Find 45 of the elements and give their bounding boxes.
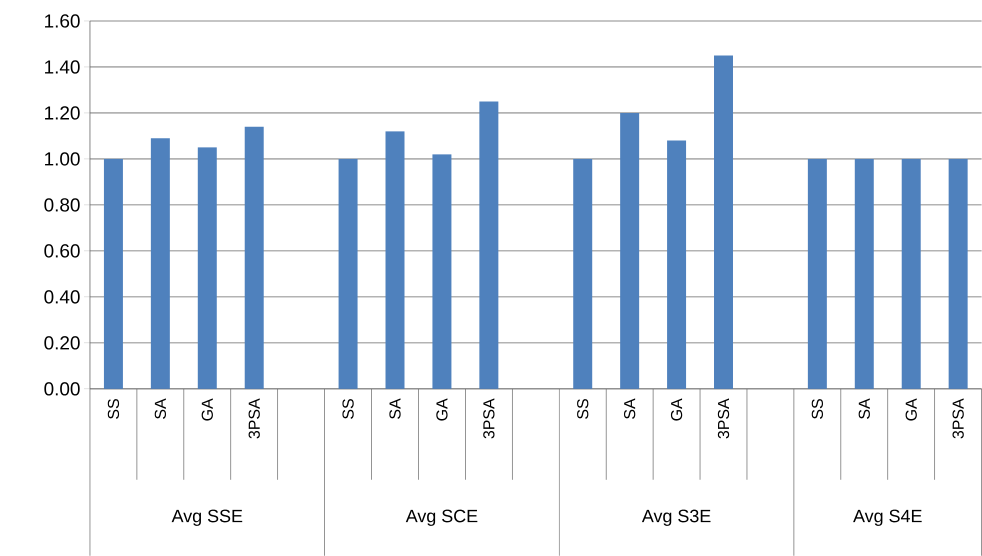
x-tick-label: GA xyxy=(436,398,448,421)
text: Avg S4E xyxy=(853,510,922,526)
y-tick-label: 0.00 xyxy=(44,382,80,396)
bar xyxy=(620,112,640,389)
x-tick-label: SS xyxy=(812,399,823,419)
bar xyxy=(667,140,686,389)
y-tick-label: 1.20 xyxy=(45,106,80,120)
text: Avg SSE xyxy=(172,510,242,526)
bar xyxy=(902,158,921,389)
bar xyxy=(198,147,217,389)
bar xyxy=(150,138,170,389)
y-tick-label: 0.20 xyxy=(44,336,80,350)
text: Avg S3E xyxy=(642,510,710,526)
x-tick-label: SS xyxy=(342,399,354,419)
x-tick-label: GA xyxy=(202,398,213,421)
y-tick-label: 1.40 xyxy=(45,60,80,74)
x-tick-label: SA xyxy=(154,398,166,419)
bar xyxy=(573,158,592,389)
x-tick-label: GA xyxy=(670,398,682,421)
x-tick-label: 3PSA xyxy=(483,398,494,438)
bar xyxy=(244,126,264,389)
x-tick-label: SS xyxy=(577,399,588,419)
x-tick-label: SA xyxy=(624,398,636,419)
bar xyxy=(338,158,358,389)
x-tick-label: SA xyxy=(858,398,870,419)
bar xyxy=(104,158,123,389)
x-tick-label: SS xyxy=(108,399,120,419)
x-tick-label: 3PSA xyxy=(718,398,730,438)
y-tick-label: 1.00 xyxy=(45,152,80,166)
y-tick-label: 1.60 xyxy=(45,14,80,28)
bar xyxy=(714,55,733,389)
y-tick-label: 0.60 xyxy=(44,244,80,258)
bar xyxy=(808,158,827,389)
x-tick-label: 3PSA xyxy=(248,398,260,438)
x-tick-label: 3PSA xyxy=(952,398,964,438)
bar xyxy=(386,131,404,389)
y-tick-label: 0.80 xyxy=(44,198,80,212)
bar xyxy=(948,158,968,389)
bar xyxy=(479,101,498,389)
bar xyxy=(854,158,874,389)
y-tick-label: 0.40 xyxy=(44,290,80,304)
text: Avg SCE xyxy=(406,510,478,526)
x-tick-label: GA xyxy=(906,398,917,421)
bar xyxy=(432,154,452,389)
x-tick-label: SA xyxy=(389,398,401,419)
